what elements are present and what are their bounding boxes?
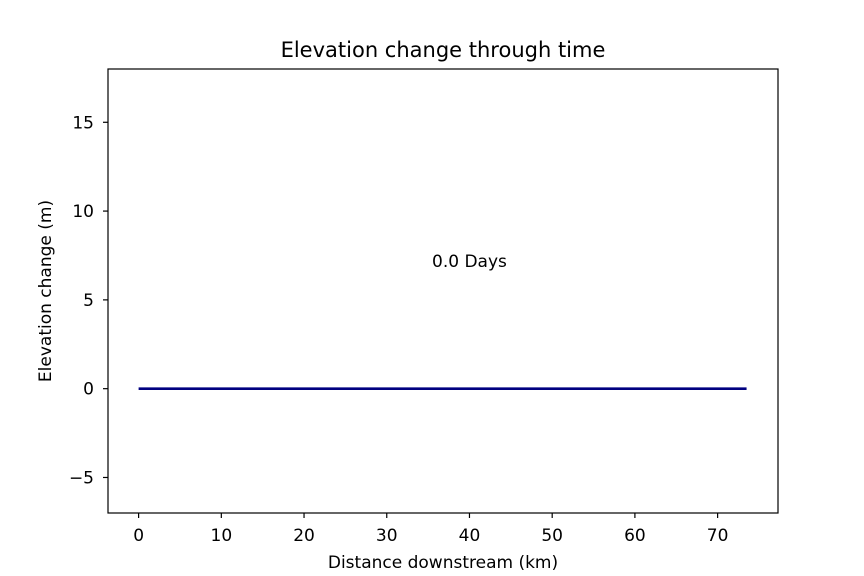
x-tick-label: 60 [624,526,646,546]
x-axis-label: Distance downstream (km) [328,553,558,573]
time-annotation: 0.0 Days [432,252,507,272]
x-tick-label: 70 [707,526,729,546]
y-tick-label: −5 [69,468,94,488]
plot-area: 0 10 20 30 40 50 60 70 −5 0 5 10 15 [69,68,779,546]
y-tick-label: 5 [83,291,94,311]
x-tick-label: 30 [376,526,398,546]
plot-frame [107,68,779,514]
y-tick-label: 10 [72,202,94,222]
chart-title: Elevation change through time [281,38,606,62]
x-tick-label: 0 [133,526,144,546]
x-tick-label: 20 [293,526,315,546]
y-tick-label: 15 [72,113,94,133]
y-tick-label: 0 [83,380,94,400]
x-tick-label: 10 [211,526,233,546]
x-tick-label: 40 [459,526,481,546]
y-axis-label: Elevation change (m) [36,200,56,382]
x-tick-label: 50 [541,526,563,546]
